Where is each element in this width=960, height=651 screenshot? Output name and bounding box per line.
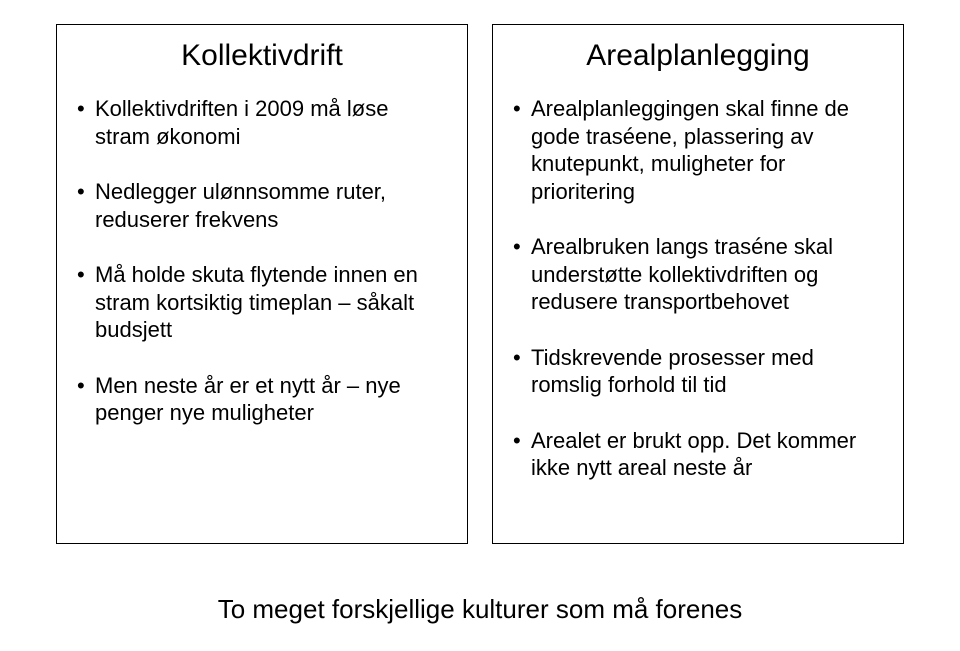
- list-item: Arealplanleggingen skal finne de gode tr…: [513, 95, 883, 205]
- list-item: Må holde skuta flytende innen en stram k…: [77, 261, 447, 344]
- list-item: Tidskrevende prosesser med romslig forho…: [513, 344, 883, 399]
- right-box-list: Arealplanleggingen skal finne de gode tr…: [513, 95, 883, 482]
- two-column-layout: Kollektivdrift Kollektivdriften i 2009 m…: [56, 24, 904, 544]
- list-item: Nedlegger ulønnsomme ruter, reduserer fr…: [77, 178, 447, 233]
- right-box-title: Arealplanlegging: [513, 39, 883, 73]
- right-box: Arealplanlegging Arealplanleggingen skal…: [492, 24, 904, 544]
- list-item: Arealbruken langs traséne skal understøt…: [513, 233, 883, 316]
- list-item: Arealet er brukt opp. Det kommer ikke ny…: [513, 427, 883, 482]
- left-box-list: Kollektivdriften i 2009 må løse stram øk…: [77, 95, 447, 427]
- left-box: Kollektivdrift Kollektivdriften i 2009 m…: [56, 24, 468, 544]
- footer-caption: To meget forskjellige kulturer som må fo…: [0, 594, 960, 625]
- list-item: Kollektivdriften i 2009 må løse stram øk…: [77, 95, 447, 150]
- list-item: Men neste år er et nytt år – nye penger …: [77, 372, 447, 427]
- left-box-title: Kollektivdrift: [77, 39, 447, 73]
